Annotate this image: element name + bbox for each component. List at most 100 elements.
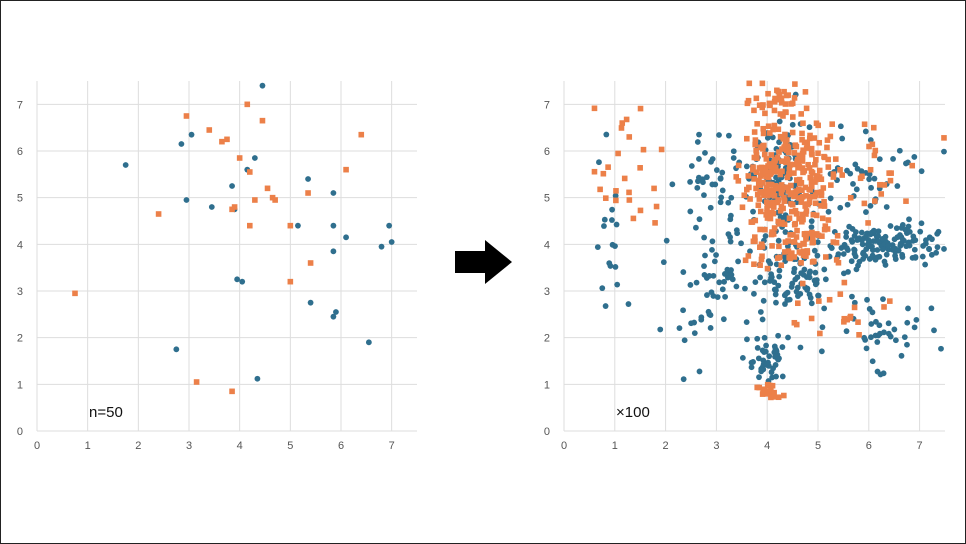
orange-data-point	[771, 225, 778, 231]
y-tick-label: 4	[17, 239, 23, 251]
orange-data-point	[591, 105, 598, 112]
orange-data-point	[272, 197, 278, 203]
sample-size-annotation: ×100	[616, 404, 650, 421]
blue-data-point	[849, 293, 855, 300]
orange-data-point	[751, 261, 757, 268]
blue-data-point	[696, 156, 702, 162]
blue-data-point	[938, 345, 944, 352]
y-tick-label: 2	[544, 333, 550, 345]
blue-data-point	[862, 336, 869, 343]
blue-data-point	[599, 285, 606, 292]
orange-data-point	[745, 173, 752, 179]
orange-data-point	[775, 96, 781, 103]
x-tick-label: 6	[338, 440, 344, 452]
blue-data-point	[837, 123, 844, 130]
blue-data-point	[609, 206, 616, 213]
orange-data-point	[753, 95, 760, 102]
blue-data-point	[687, 282, 694, 288]
orange-data-point	[801, 241, 807, 247]
blue-data-point	[918, 168, 925, 175]
blue-data-point	[719, 187, 726, 194]
orange-data-point	[818, 189, 825, 195]
blue-data-point	[716, 132, 722, 138]
orange-data-point	[759, 104, 766, 111]
blue-data-point	[899, 251, 906, 258]
x-tick-label: 3	[713, 440, 719, 452]
orange-data-point	[835, 259, 842, 266]
orange-data-point	[653, 203, 660, 210]
blue-data-point	[794, 274, 801, 281]
orange-data-point	[812, 161, 818, 168]
orange-data-point	[637, 207, 644, 214]
blue-data-point	[862, 128, 869, 135]
orange-data-point	[877, 182, 883, 188]
orange-data-point	[597, 186, 603, 193]
blue-data-point	[822, 276, 829, 283]
orange-data-point	[287, 278, 294, 285]
blue-data-point	[874, 247, 881, 253]
orange-data-point	[788, 182, 794, 189]
orange-data-point	[800, 252, 807, 259]
blue-data-point	[849, 238, 856, 245]
orange-data-point	[229, 206, 235, 213]
orange-data-point	[787, 162, 793, 168]
blue-data-point	[747, 248, 753, 255]
blue-data-point	[307, 299, 314, 306]
orange-data-point	[886, 170, 892, 176]
orange-data-point	[847, 194, 854, 201]
orange-data-point	[768, 394, 774, 401]
orange-data-point	[866, 143, 872, 150]
blue-data-point	[699, 176, 706, 183]
blue-data-point	[760, 297, 767, 304]
blue-data-point	[330, 190, 337, 196]
orange-data-point	[750, 167, 756, 173]
orange-data-point	[796, 180, 803, 187]
orange-data-point	[771, 204, 777, 210]
orange-data-point	[809, 229, 815, 236]
blue-data-point	[843, 328, 850, 335]
blue-data-point	[693, 279, 700, 286]
blue-data-point	[891, 246, 898, 253]
orange-data-point	[746, 184, 752, 191]
blue-data-point	[917, 228, 924, 235]
blue-data-point	[899, 222, 906, 228]
blue-data-point	[814, 239, 821, 246]
orange-data-point	[841, 315, 848, 322]
orange-data-point	[869, 141, 876, 148]
blue-data-point	[773, 261, 780, 268]
blue-data-point	[911, 324, 918, 331]
blue-data-point	[706, 273, 713, 279]
blue-data-point	[766, 353, 773, 360]
x-tick-label: 1	[612, 440, 618, 452]
blue-data-point	[729, 276, 736, 283]
orange-data-point	[789, 208, 795, 215]
orange-data-point	[796, 195, 802, 201]
orange-data-point	[796, 164, 803, 170]
orange-data-point	[791, 239, 797, 245]
blue-data-point	[838, 245, 845, 251]
orange-data-point	[815, 150, 821, 156]
blue-data-point	[782, 229, 789, 235]
blue-data-point	[892, 337, 899, 344]
x-tick-label: 2	[663, 440, 669, 452]
blue-data-point	[365, 339, 372, 346]
orange-data-point	[808, 150, 815, 156]
blue-data-point	[853, 266, 860, 273]
blue-data-point	[388, 239, 395, 245]
orange-data-point	[777, 134, 784, 140]
blue-data-point	[305, 176, 311, 182]
x-tick-label: 5	[815, 440, 821, 452]
orange-data-point	[784, 174, 791, 181]
blue-data-point	[738, 240, 744, 247]
orange-data-point	[759, 391, 766, 397]
blue-data-point	[772, 291, 779, 298]
blue-data-point	[906, 216, 912, 223]
orange-data-point	[781, 198, 788, 204]
orange-data-point	[615, 150, 621, 157]
blue-data-point	[743, 319, 750, 326]
orange-data-point	[802, 184, 809, 191]
orange-data-point	[803, 236, 809, 242]
orange-data-point	[818, 203, 824, 209]
scatter-chart-upsampled: 0 1 2 3 4 5 6 7 0 1 2 3 4 5 6 7 ×100	[544, 80, 947, 452]
